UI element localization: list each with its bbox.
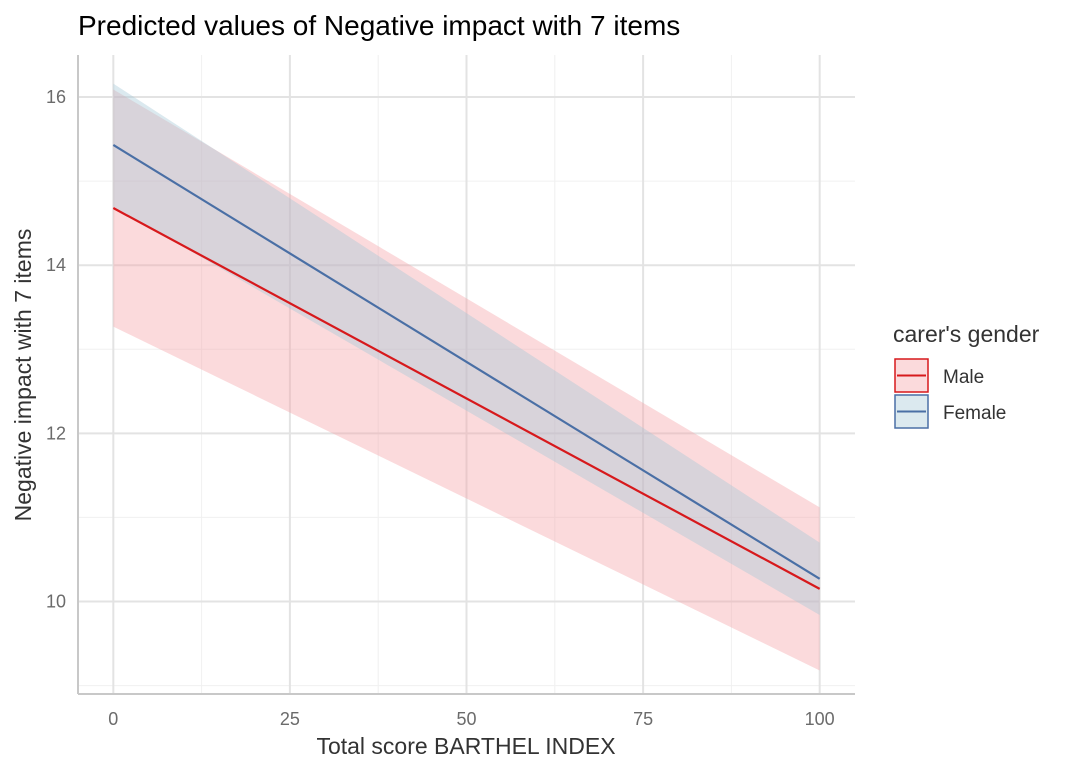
legend-item-male: Male [894, 358, 984, 393]
x-tick-label: 0 [108, 709, 118, 729]
line-female [112, 144, 821, 580]
x-tick-label: 50 [456, 709, 476, 729]
chart-title: Predicted values of Negative impact with… [78, 10, 680, 41]
legend-item-female: Female [894, 394, 1006, 429]
series-lines [112, 144, 821, 590]
y-tick-label: 14 [46, 255, 66, 275]
major-gridlines [78, 55, 855, 694]
line-male [112, 207, 821, 590]
confidence-ribbons [113, 83, 820, 671]
legend-label: Male [943, 367, 984, 388]
x-tick-label: 100 [805, 709, 835, 729]
y-tick-label: 10 [46, 592, 66, 612]
y-tick-label: 12 [46, 423, 66, 443]
ribbon-female [113, 83, 820, 615]
x-tick-label: 25 [280, 709, 300, 729]
legend-title: carer's gender [893, 321, 1040, 347]
x-tick-label: 75 [633, 709, 653, 729]
legend-label: Female [943, 403, 1006, 424]
x-axis-title: Total score BARTHEL INDEX [316, 733, 615, 759]
x-axis-ticks: 0 25 50 75 100 [108, 709, 834, 729]
legend: carer's gender Male Female [893, 321, 1040, 429]
y-axis-ticks: 10 12 14 16 [46, 87, 66, 611]
y-axis-title: Negative impact with 7 items [10, 229, 36, 522]
y-tick-label: 16 [46, 87, 66, 107]
ribbon-male [113, 89, 820, 671]
